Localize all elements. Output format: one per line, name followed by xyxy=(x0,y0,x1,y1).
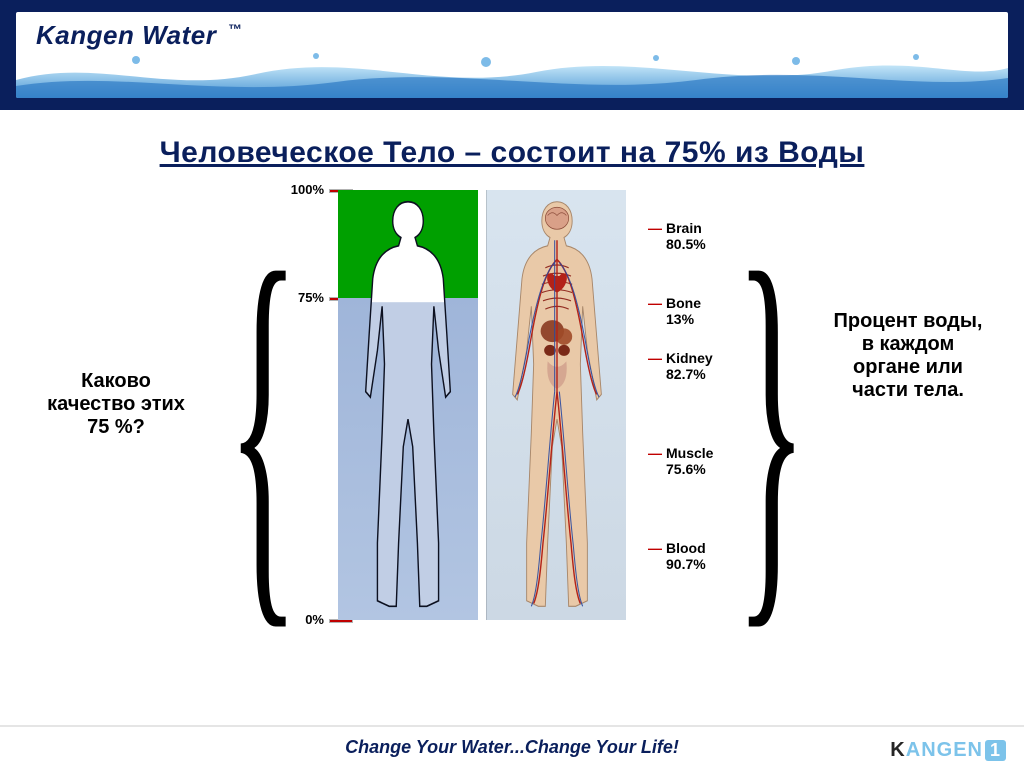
brand-title: Kangen Water ™ xyxy=(36,20,243,51)
organ-label: —Kidney82.7% xyxy=(648,350,713,382)
footer-logo: KANGEN1 xyxy=(890,739,1006,762)
anatomy-figure xyxy=(498,199,615,612)
water-splash-art xyxy=(16,50,1008,98)
content-area: Каково качество этих 75 %? Процент воды,… xyxy=(0,180,1024,720)
anatomy-panel xyxy=(486,190,626,620)
silhouette-panel xyxy=(338,190,478,620)
scale-column: 100%75%0% xyxy=(270,190,330,650)
organ-label: —Brain80.5% xyxy=(648,220,706,252)
organ-label: —Bone13% xyxy=(648,295,701,327)
scale-label: 100% xyxy=(291,182,324,197)
brand-text: Kangen Water xyxy=(36,20,216,50)
right-caption: Процент воды, в каждом органе или части … xyxy=(828,310,988,402)
logo-letters-angen: ANGEN xyxy=(906,739,983,762)
footer: Change Your Water...Change Your Life! KA… xyxy=(0,726,1024,768)
scale-label: 75% xyxy=(298,290,324,305)
logo-letter-k: K xyxy=(890,739,905,762)
scale-tick xyxy=(330,620,352,622)
header-bar: Kangen Water ™ xyxy=(0,0,1024,110)
logo-badge-one: 1 xyxy=(985,740,1006,761)
footer-tagline: Change Your Water...Change Your Life! xyxy=(345,737,679,758)
left-caption: Каково качество этих 75 %? xyxy=(36,370,196,439)
center-figures: 100%75%0% xyxy=(270,190,774,650)
organ-labels-column: —Brain80.5% —Bone13% —Kidney82.7% —Muscle75… xyxy=(634,190,774,650)
trademark-icon: ™ xyxy=(228,21,243,37)
organ-label: —Blood90.7% xyxy=(648,540,706,572)
header-inner: Kangen Water ™ xyxy=(16,12,1008,98)
organ-label: —Muscle75.6% xyxy=(648,445,713,477)
page-title: Человеческое Тело – состоит на 75% из Во… xyxy=(0,136,1024,170)
scale-label: 0% xyxy=(305,612,324,627)
silhouette-figure xyxy=(349,199,467,612)
